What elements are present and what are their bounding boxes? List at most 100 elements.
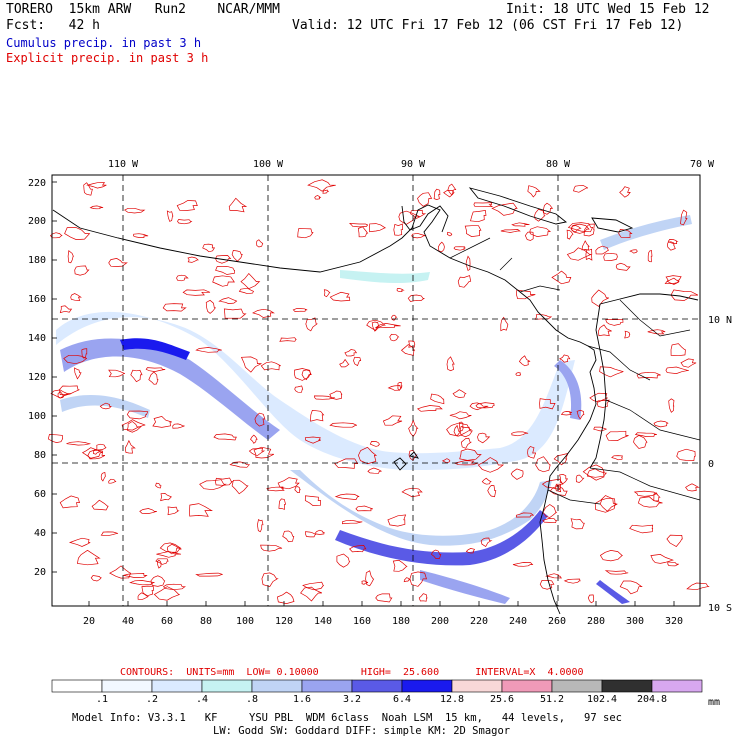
contour-line bbox=[670, 289, 699, 301]
contour-line bbox=[475, 402, 495, 409]
contour-line bbox=[636, 371, 661, 379]
precip-area bbox=[596, 580, 630, 604]
contour-line bbox=[137, 592, 149, 601]
contour-line bbox=[74, 265, 90, 276]
contour-line bbox=[99, 402, 112, 410]
contour-line bbox=[166, 210, 174, 222]
cumulus-legend: Cumulus precip. in past 3 h bbox=[6, 36, 202, 50]
contour-line bbox=[417, 192, 433, 207]
contour-line bbox=[408, 340, 416, 348]
contour-line bbox=[459, 421, 464, 432]
colorbar-swatch bbox=[451, 679, 503, 693]
contour-line bbox=[566, 247, 592, 261]
contour-line bbox=[260, 361, 281, 371]
x-tick-label: 20 bbox=[83, 616, 95, 627]
contour-line bbox=[278, 498, 287, 510]
contour-line bbox=[294, 385, 304, 393]
contour-line bbox=[570, 225, 582, 233]
colorbar-label: .2 bbox=[145, 694, 159, 705]
contour-line bbox=[256, 239, 264, 248]
contour-line bbox=[248, 447, 266, 457]
contour-line bbox=[228, 197, 248, 213]
contour-line bbox=[314, 195, 322, 200]
contour-line bbox=[305, 317, 318, 332]
precip-area bbox=[554, 360, 582, 420]
contour-line bbox=[160, 493, 172, 502]
contour-line bbox=[300, 586, 323, 602]
x-tick-label: 180 bbox=[392, 616, 410, 627]
contour-line bbox=[162, 583, 186, 591]
contour-line bbox=[353, 356, 362, 367]
precip-contours bbox=[47, 179, 710, 604]
contour-line bbox=[124, 207, 146, 214]
hispaniola-coast bbox=[591, 217, 634, 233]
contour-line bbox=[619, 580, 643, 595]
contour-line bbox=[67, 250, 74, 264]
x-tick-label: 40 bbox=[122, 616, 134, 627]
contour-line bbox=[586, 468, 607, 478]
precip-area bbox=[120, 338, 190, 360]
contour-line bbox=[611, 455, 623, 461]
contour-line bbox=[83, 182, 93, 196]
contour-line bbox=[411, 232, 427, 239]
contour-line bbox=[629, 524, 654, 534]
contour-line bbox=[676, 448, 696, 461]
contour-line bbox=[339, 358, 350, 368]
contour-line bbox=[334, 458, 359, 469]
lat-label-10s: 10 S bbox=[708, 603, 732, 614]
colorbar bbox=[51, 679, 703, 693]
contour-line bbox=[576, 409, 585, 420]
contour-line bbox=[250, 434, 258, 444]
contour-line bbox=[595, 245, 609, 255]
contour-line bbox=[261, 572, 279, 588]
precip-area bbox=[60, 338, 280, 440]
contour-line bbox=[416, 405, 443, 412]
y-tick-label: 120 bbox=[28, 372, 46, 383]
precip-area bbox=[420, 570, 510, 604]
contour-line bbox=[100, 531, 119, 537]
contour-line bbox=[365, 570, 375, 587]
contour-line bbox=[166, 543, 182, 555]
colorbar-swatch bbox=[51, 679, 103, 693]
contour-line bbox=[145, 367, 166, 372]
contour-line bbox=[403, 577, 411, 583]
contour-line bbox=[605, 430, 629, 441]
precip-area bbox=[600, 215, 692, 250]
colorbar-swatch bbox=[501, 679, 553, 693]
contour-line bbox=[653, 420, 669, 428]
contour-line bbox=[70, 293, 82, 301]
contour-line bbox=[535, 456, 551, 473]
contour-line bbox=[297, 228, 314, 239]
precip-area bbox=[290, 470, 552, 546]
contour-line bbox=[260, 544, 283, 552]
contour-line bbox=[581, 240, 590, 251]
contour-line bbox=[666, 534, 683, 547]
y-tick-label: 160 bbox=[28, 294, 46, 305]
top-lon-labels: 110 W 100 W 90 W 80 W 70 W bbox=[108, 159, 715, 170]
galapagos-islands bbox=[393, 451, 420, 471]
contour-line bbox=[304, 436, 321, 444]
contour-line bbox=[542, 202, 554, 215]
contour-line bbox=[629, 249, 638, 254]
country-borders bbox=[449, 237, 701, 505]
contour-line bbox=[176, 274, 189, 282]
lat-label-0: 0 bbox=[708, 459, 714, 470]
colorbar-swatch bbox=[401, 679, 453, 693]
contour-line bbox=[666, 277, 680, 285]
contour-line bbox=[603, 252, 618, 261]
contour-line bbox=[66, 441, 91, 446]
contour-line bbox=[172, 423, 185, 429]
contour-line bbox=[464, 225, 482, 237]
contour-line bbox=[433, 188, 441, 200]
contour-line bbox=[215, 265, 235, 275]
contour-line bbox=[195, 347, 222, 353]
contour-line bbox=[453, 460, 479, 466]
x-tick-label: 260 bbox=[548, 616, 566, 627]
contour-line bbox=[130, 369, 143, 383]
contour-line bbox=[515, 512, 535, 518]
colorbar-label: .4 bbox=[195, 694, 209, 705]
contour-line bbox=[666, 241, 676, 251]
contour-line bbox=[148, 371, 159, 385]
model-physics: LW: Godd SW: Goddard DIFF: simple KM: 2D… bbox=[213, 725, 511, 737]
colorbar-swatch bbox=[251, 679, 303, 693]
